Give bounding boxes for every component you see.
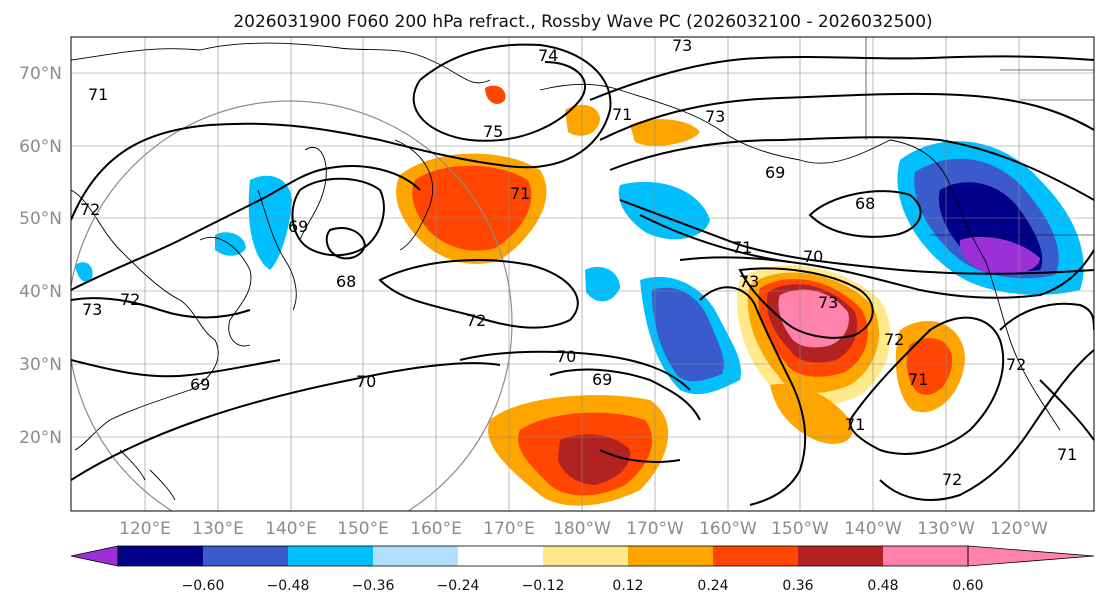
contour-label: 73 (818, 293, 838, 312)
negative-region-west (75, 262, 93, 282)
colorbar-segment (713, 546, 798, 566)
contour-label: 69 (592, 370, 612, 389)
lon-label: 150°W (771, 519, 829, 539)
colorbar-segment (203, 546, 288, 566)
colorbar-segment (118, 546, 203, 566)
colorbar: −0.60 −0.48 −0.36 −0.24 −0.12 0.12 0.24 … (70, 545, 1095, 594)
contour-label: 73 (705, 107, 725, 126)
colorbar-tick: −0.60 (182, 578, 225, 594)
colorbar-segment (458, 546, 543, 566)
colorbar-extend-left (71, 546, 118, 566)
contour-label: 71 (612, 105, 632, 124)
lat-label-50n: 50°N (19, 209, 62, 229)
lon-label: 180°W (553, 519, 611, 539)
map-frame (70, 36, 1095, 512)
contour-label: 70 (356, 372, 376, 391)
contour-label: 73 (739, 272, 759, 291)
map-panel: 74 73 71 75 73 71 72 69 71 69 68 68 72 7… (70, 36, 1095, 512)
positive-region-arctic (565, 104, 600, 136)
contour-label: 72 (884, 330, 904, 349)
colorbar-tick: −0.48 (267, 578, 310, 594)
positive-region-south-darkred (558, 434, 631, 485)
contour-label: 71 (908, 370, 928, 389)
colorbar-tick: 0.60 (952, 578, 983, 594)
colorbar-extend-right (968, 546, 1094, 566)
colorbar-segment (798, 546, 883, 566)
lat-label-60n: 60°N (19, 137, 62, 157)
contour-label: 73 (82, 300, 102, 319)
positive-region-pink (778, 289, 849, 348)
colorbar-tick: −0.36 (352, 578, 395, 594)
lat-label-20n: 20°N (19, 428, 62, 448)
colorbar-tick: 0.36 (782, 578, 813, 594)
negative-region-central-dark (652, 287, 724, 382)
latitude-labels: 70°N 60°N 50°N 40°N 30°N 20°N (19, 64, 62, 448)
contour-label: 70 (556, 347, 576, 366)
positive-region-arctic-2 (485, 85, 506, 104)
lon-label: 130°W (917, 519, 975, 539)
contour-label: 75 (483, 122, 503, 141)
lon-label: 120°W (990, 519, 1048, 539)
colorbar-tick: −0.24 (437, 578, 480, 594)
contour-label: 71 (1057, 445, 1077, 464)
refractivity-contours (71, 43, 1094, 506)
contour-label: 72 (942, 470, 962, 489)
positive-region-orange-2 (770, 384, 853, 444)
colorbar-tick: 0.12 (612, 578, 643, 594)
positive-region-nw-red (412, 165, 532, 251)
contour-label: 72 (466, 311, 486, 330)
negative-region-japan-2 (215, 232, 246, 256)
contour-label: 69 (765, 163, 785, 182)
longitude-labels: 120°E 130°E 140°E 150°E 160°E 170°E 180°… (119, 519, 1048, 539)
contour-label: 70 (803, 247, 823, 266)
contour-label: 71 (732, 238, 752, 257)
shaded-field (75, 85, 1084, 506)
lon-label: 120°E (119, 519, 171, 539)
lon-label: 130°E (192, 519, 244, 539)
contour-label: 68 (855, 194, 875, 213)
lon-label: 140°W (844, 519, 902, 539)
contour-label: 72 (120, 290, 140, 309)
colorbar-segment (288, 546, 373, 566)
projection-circle (71, 100, 513, 511)
contour-label: 71 (845, 415, 865, 434)
contour-label: 71 (88, 85, 108, 104)
lon-label: 150°E (337, 519, 389, 539)
contour-label: 68 (336, 272, 356, 291)
lat-label-70n: 70°N (19, 64, 62, 84)
colorbar-segment (628, 546, 713, 566)
contour-label: 69 (288, 217, 308, 236)
positive-region-arctic-3 (630, 119, 700, 146)
colorbar-tick: −0.12 (522, 578, 565, 594)
colorbar-tick: 0.48 (867, 578, 898, 594)
contour-label: 74 (538, 46, 558, 65)
lon-label: 140°E (265, 519, 317, 539)
contour-label: 71 (510, 184, 530, 203)
lon-label: 170°W (626, 519, 684, 539)
lon-label: 160°W (699, 519, 757, 539)
lon-label: 160°E (410, 519, 462, 539)
map-title: 2026031900 F060 200 hPa refract., Rossby… (233, 12, 932, 32)
gridlines (71, 37, 1094, 511)
colorbar-segment (883, 546, 968, 566)
contour-label: 69 (190, 375, 210, 394)
lat-label-30n: 30°N (19, 355, 62, 375)
contour-label: 73 (672, 36, 692, 55)
country-borders (865, 37, 1094, 236)
contour-label: 72 (1006, 355, 1026, 374)
contour-labels: 74 73 71 75 73 71 72 69 71 69 68 68 72 7… (80, 36, 1077, 489)
colorbar-tick: 0.24 (697, 578, 728, 594)
positive-region-red-3 (906, 337, 953, 395)
contour-label: 72 (80, 200, 100, 219)
lat-label-40n: 40°N (19, 282, 62, 302)
negative-region-small (585, 266, 620, 302)
lon-label: 170°E (483, 519, 535, 539)
negative-region-ne-purple (959, 236, 1040, 275)
colorbar-segment (373, 546, 458, 566)
colorbar-segment (543, 546, 628, 566)
